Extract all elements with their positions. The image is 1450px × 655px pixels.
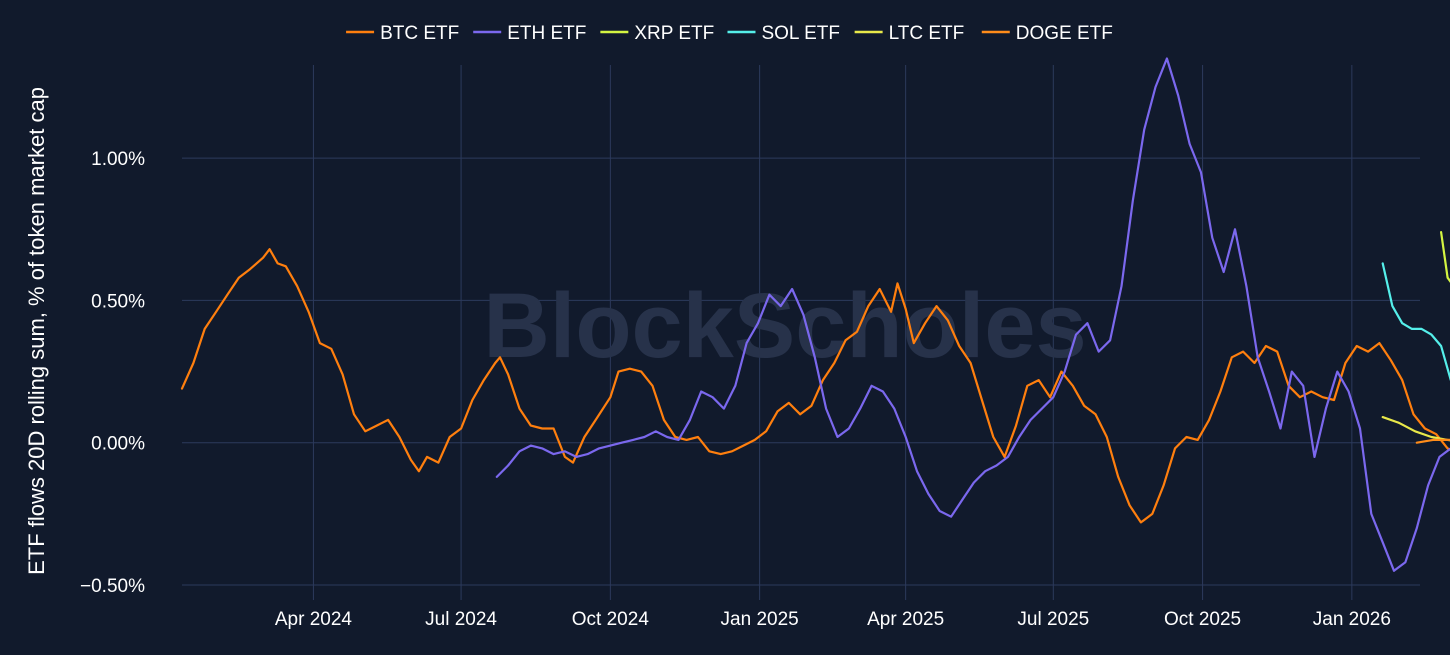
legend-item-btc-etf[interactable]: BTC ETF [346,23,459,44]
legend-label: LTC ETF [889,23,965,44]
y-tick-label: 0.50% [91,291,145,312]
legend-label: BTC ETF [380,23,459,44]
legend-item-doge-etf[interactable]: DOGE ETF [981,23,1113,44]
x-tick-label: Jul 2025 [1017,609,1089,630]
series-line-sol-etf [1381,262,1450,381]
legend-item-xrp-etf[interactable]: XRP ETF [600,23,714,44]
x-axis-ticks: Apr 2024 Jul 2024 Oct 2024 Jan 2025 Apr 2025… [275,609,1391,630]
x-tick-label: Oct 2024 [572,609,650,630]
x-tick-label: Jul 2024 [425,609,497,630]
x-tick-label: Jan 2026 [1313,609,1391,630]
series-line-eth-etf [495,57,1450,572]
y-tick-label: 0.00% [91,434,145,455]
x-tick-label: Apr 2025 [867,609,944,630]
series-line-doge-etf [1415,438,1450,444]
legend-item-sol-etf[interactable]: SOL ETF [727,23,840,44]
x-tick-label: Apr 2024 [275,609,353,630]
y-tick-label: 1.00% [91,149,145,170]
x-tick-label: Jan 2025 [721,609,799,630]
legend-label: SOL ETF [761,23,839,44]
legend-label: XRP ETF [634,23,714,44]
legend-item-eth-etf[interactable]: ETH ETF [473,23,586,44]
y-tick-label: −0.50% [80,576,145,597]
series-line-btc-etf [180,248,1450,524]
legend-label: ETH ETF [507,23,586,44]
watermark: BlockScholes [483,275,1086,377]
legend-item-ltc-etf[interactable]: LTC ETF [854,23,965,44]
series-line-ltc-etf [1381,416,1450,442]
x-tick-label: Oct 2025 [1164,609,1241,630]
y-axis-ticks: −0.50% 0.00% 0.50% 1.00% [80,149,145,597]
legend-label: DOGE ETF [1016,23,1113,44]
legend: BTC ETF ETH ETF XRP ETF SOL ETF LTC ETF DOGE … [346,23,1113,44]
grid [182,65,1420,600]
series-lines [180,57,1450,572]
y-axis-label: ETF flows 20D rolling sum, % of token ma… [24,87,49,575]
